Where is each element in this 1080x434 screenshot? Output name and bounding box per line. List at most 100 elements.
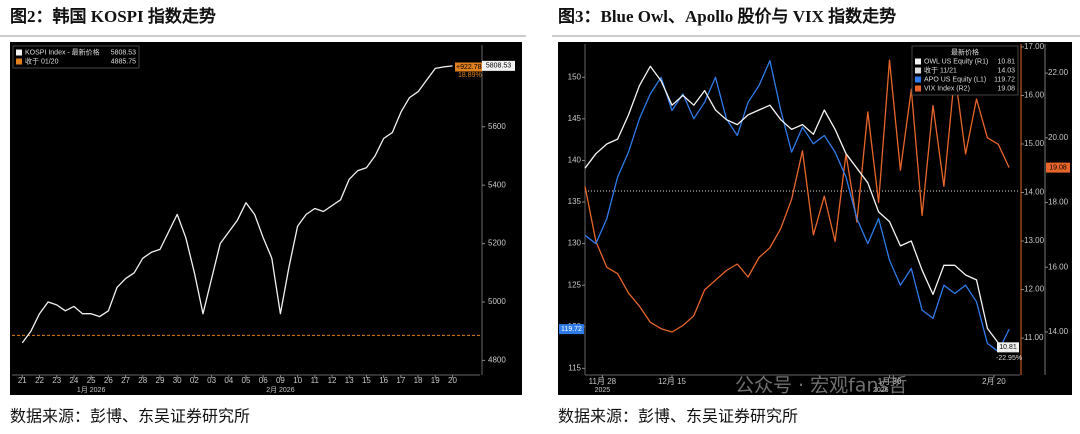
x-tick-label: 12月 15 (658, 377, 687, 386)
y-tick-label: 130 (568, 239, 582, 248)
y-tick-label: 145 (568, 114, 582, 123)
x-tick-label: 19 (431, 376, 440, 385)
last-value-box (559, 324, 584, 335)
y-tick-label: 12.00 (1024, 285, 1045, 294)
x-tick-label: 09 (276, 376, 285, 385)
x-tick-label: 02 (190, 376, 199, 385)
x-tick-label: 18 (414, 376, 423, 385)
legend-swatch (915, 58, 921, 65)
legend-label: 收于 01/20 (25, 56, 59, 65)
y-tick-label: 115 (568, 363, 581, 372)
annotation: 18.89% (458, 72, 482, 79)
chart-background (558, 42, 1072, 395)
y-tick-label: 4800 (488, 356, 506, 365)
legend-label: APO US Equity (L1) (924, 76, 986, 83)
x-tick-label: 10 (293, 376, 302, 385)
x-tick-label: 11月 28 (589, 377, 617, 386)
x-group-label: 2026 (873, 387, 889, 394)
y-tick-label: 135 (568, 197, 582, 206)
y-tick-label: 140 (568, 156, 582, 165)
x-tick-label: 21 (18, 376, 27, 385)
chart-background (10, 42, 522, 395)
y-tick-label: 150 (568, 72, 582, 81)
x-tick-label: 11 (311, 376, 320, 385)
legend-value: 10.81 (997, 58, 1015, 65)
y-tick-label: 14.00 (1024, 188, 1045, 197)
x-tick-label: 27 (121, 376, 130, 385)
x-tick-label: 12 (328, 376, 337, 385)
y-tick-label: 5400 (488, 180, 506, 189)
legend-box (12, 45, 140, 69)
x-tick-label: 25 (87, 376, 96, 385)
legend-value: 4885.75 (111, 58, 136, 65)
y-tick-label: 17.00 (1024, 42, 1045, 51)
y-tick-label: 20.00 (1048, 133, 1069, 142)
last-value-label: 19.08 (1049, 164, 1067, 171)
x-tick-label: 20 (448, 376, 457, 385)
x-tick-label: 05 (242, 376, 251, 385)
y-tick-label: 13.00 (1024, 236, 1045, 245)
y-tick-label: 18.00 (1048, 198, 1069, 207)
y-tick-label: 16.00 (1024, 91, 1045, 100)
legend-value: 19.08 (997, 85, 1015, 92)
legend-label: OWL US Equity (R1) (924, 58, 988, 65)
last-value-label: 10.81 (999, 344, 1017, 351)
legend-value: 14.03 (997, 67, 1015, 74)
legend-label: KOSPI Index - 最新价格 (25, 47, 100, 56)
series-line (584, 59, 1010, 353)
y-tick-label: 5000 (488, 297, 506, 306)
y-tick-label: 14.00 (1048, 327, 1069, 336)
source-note: 数据来源：彭博、东吴证券研究所 (10, 408, 250, 426)
series-line (21, 65, 453, 344)
y-tick-label: 5200 (488, 239, 506, 248)
x-tick-label: 17 (396, 376, 405, 385)
annotation: +922.78 (456, 64, 482, 71)
y-tick-label: 5600 (488, 122, 506, 131)
x-tick-label: 24 (69, 376, 78, 385)
x-tick-label: 29 (156, 376, 165, 385)
x-group-label: 2月 2026 (266, 386, 295, 394)
legend-value: 119.72 (994, 76, 1015, 83)
legend-title: 最新价格 (951, 47, 979, 56)
x-tick-label: 04 (224, 376, 233, 385)
x-tick-label: 15 (362, 376, 371, 385)
annotation: -22.95% (996, 355, 1022, 362)
x-tick-label: 26 (104, 376, 113, 385)
chart-title: 图2：韩国 KOSPI 指数走势 (10, 6, 216, 26)
x-group-label: 2025 (595, 387, 611, 394)
x-tick-label: 23 (52, 376, 61, 385)
series-line (584, 59, 1010, 333)
y-tick-label: 15.00 (1024, 139, 1045, 148)
last-value-label: 119.72 (561, 326, 582, 333)
y-tick-label: 125 (568, 280, 582, 289)
x-group-label: 1月 2026 (77, 386, 106, 394)
x-tick-label: 28 (138, 376, 147, 385)
source-note: 数据来源：彭博、东吴证券研究所 (558, 408, 798, 426)
y-tick-label: 16.00 (1048, 262, 1069, 271)
y-tick-label: 22.00 (1048, 68, 1069, 77)
annotation-box (455, 62, 482, 72)
last-value-box (1046, 162, 1070, 173)
series-line (584, 65, 1010, 348)
last-value-box (482, 60, 515, 71)
watermark: 公众号 · 宏观fans哲 (735, 375, 907, 397)
chart-title: 图3：Blue Owl、Apollo 股价与 VIX 指数走势 (558, 6, 896, 26)
y-tick-label: 11.00 (1024, 333, 1044, 342)
x-tick-label: 30 (173, 376, 182, 385)
legend-swatch (915, 67, 921, 74)
x-tick-label: 2月 20 (982, 377, 1006, 386)
x-tick-label: 1月 30 (878, 377, 902, 386)
x-tick-label: 22 (35, 376, 44, 385)
x-tick-label: 13 (345, 376, 354, 385)
legend-swatch (915, 76, 921, 83)
x-tick-label: 03 (207, 376, 216, 385)
annotation: -3.22 (1002, 347, 1018, 354)
legend-swatch (915, 85, 921, 92)
legend-box (911, 45, 1019, 96)
legend-label: VIX Index (R2) (924, 85, 970, 92)
x-tick-label: 16 (379, 376, 388, 385)
legend-value: 5808.53 (111, 49, 136, 56)
last-value-box (997, 342, 1019, 353)
charts: 4800500052005400560058002122232425262728… (10, 42, 1072, 395)
